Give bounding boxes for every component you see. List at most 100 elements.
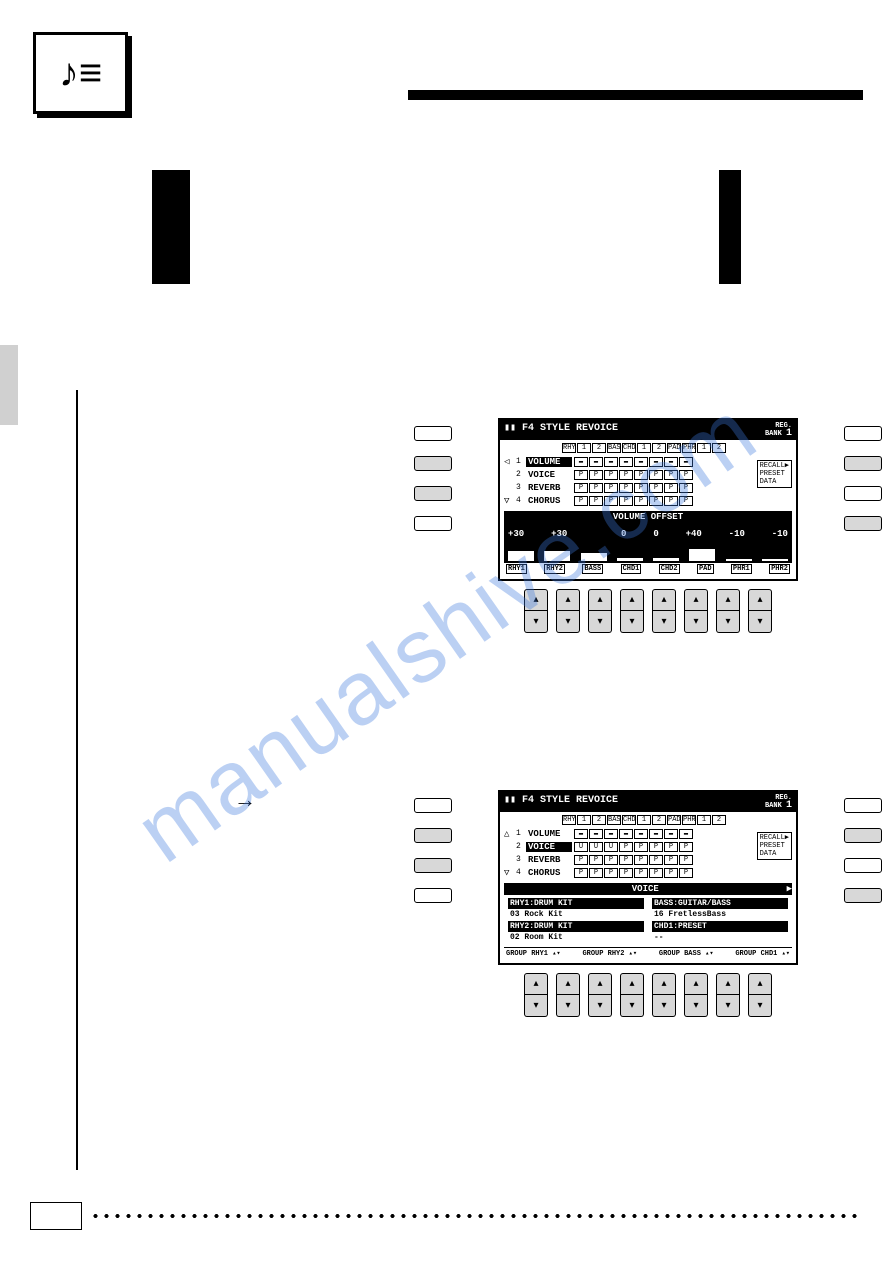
updown-stepper[interactable]: ▴▾ [524,589,548,633]
track-header: RHY12BASCHD12PADPHR12 [562,443,792,453]
soft-button[interactable] [414,516,452,531]
page-side-tab [0,345,18,425]
voice-area: RHY1:DRUM KIT03 Rock Kit BASS:GUITAR/BAS… [504,895,792,947]
section-header: VOICE ▶ [504,883,792,895]
bank-indicator: REG.BANK 1 [765,794,792,810]
down-button[interactable]: ▾ [748,995,772,1017]
param-row-reverb[interactable]: 3 REVERB PPPPPPPP [504,853,792,866]
updown-stepper[interactable]: ▴▾ [556,589,580,633]
flow-arrow-icon: → [234,787,256,813]
down-button[interactable]: ▾ [652,611,676,633]
param-row-reverb[interactable]: 3 REVERB PPPPPPPP [504,481,792,494]
updown-stepper[interactable]: ▴▾ [556,973,580,1017]
section-header: VOLUME OFFSET [504,511,792,523]
down-button[interactable]: ▾ [748,611,772,633]
updown-stepper[interactable]: ▴▾ [524,973,548,1017]
soft-button[interactable] [414,426,452,441]
up-button[interactable]: ▴ [556,589,580,611]
footer-dots [90,1213,863,1219]
soft-button[interactable] [844,486,882,501]
updown-stepper[interactable]: ▴▾ [620,589,644,633]
offset-bars [508,543,788,561]
up-button[interactable]: ▴ [652,589,676,611]
up-button[interactable]: ▴ [524,973,548,995]
up-button[interactable]: ▴ [652,973,676,995]
param-row-voice[interactable]: 2 VOICE PPPPPPPP [504,468,792,481]
soft-button[interactable] [844,828,882,843]
updown-stepper[interactable]: ▴▾ [588,589,612,633]
soft-button[interactable] [414,888,452,903]
updown-stepper[interactable]: ▴▾ [652,973,676,1017]
soft-button[interactable] [844,798,882,813]
param-row-volume[interactable]: △1 VOLUME ▬▬▬▬▬▬▬▬ [504,827,792,840]
updown-stepper[interactable]: ▴▾ [620,973,644,1017]
up-button[interactable]: ▴ [748,973,772,995]
updown-stepper[interactable]: ▴▾ [748,973,772,1017]
updown-stepper[interactable]: ▴▾ [716,973,740,1017]
soft-button[interactable] [844,456,882,471]
down-button[interactable]: ▾ [620,611,644,633]
param-row-chorus[interactable]: ▽4 CHORUS PPPPPPPP [504,494,792,507]
lcd-title-bar: ▮▮ F4 STYLE REVOICE REG.BANK 1 [500,792,796,812]
group-labels: GROUP RHY1 ▴▾GROUP RHY2 ▴▾GROUP BASS ▴▾G… [504,947,792,959]
up-button[interactable]: ▴ [588,973,612,995]
up-button[interactable]: ▴ [620,973,644,995]
up-button[interactable]: ▴ [716,973,740,995]
soft-button[interactable] [844,888,882,903]
up-button[interactable]: ▴ [556,973,580,995]
music-icon: ♪≡ [59,51,102,96]
updown-stepper[interactable]: ▴▾ [684,973,708,1017]
param-row-voice[interactable]: 2 VOICE UUUPPPPP [504,840,792,853]
section-icon: ♪≡ [33,32,128,114]
recall-preset-button[interactable]: RECALL▶PRESETDATA [757,832,792,860]
updown-stepper[interactable]: ▴▾ [684,589,708,633]
updown-stepper[interactable]: ▴▾ [748,589,772,633]
heading-block-left [152,170,190,284]
soft-button[interactable] [844,426,882,441]
heading-block-right [719,170,741,284]
up-button[interactable]: ▴ [748,589,772,611]
param-row-chorus[interactable]: ▽4 CHORUS PPPPPPPP [504,866,792,879]
soft-button[interactable] [844,516,882,531]
soft-button[interactable] [414,456,452,471]
updown-stepper[interactable]: ▴▾ [716,589,740,633]
left-soft-buttons [414,798,452,903]
down-button[interactable]: ▾ [524,611,548,633]
track-header: RHY12BASCHD12PADPHR12 [562,815,792,825]
screen-title: ▮▮ F4 STYLE REVOICE [504,422,618,438]
down-button[interactable]: ▾ [556,995,580,1017]
down-button[interactable]: ▾ [716,995,740,1017]
soft-button[interactable] [414,798,452,813]
lcd-screen-1: ▮▮ F4 STYLE REVOICE REG.BANK 1 RECALL▶PR… [498,418,798,581]
down-button[interactable]: ▾ [588,611,612,633]
track-labels: RHY1RHY2BASSCHD1CHD2PADPHR1PHR2 [504,563,792,575]
updown-stepper[interactable]: ▴▾ [588,973,612,1017]
up-button[interactable]: ▴ [684,973,708,995]
soft-button[interactable] [414,858,452,873]
down-button[interactable]: ▾ [620,995,644,1017]
voice-row: RHY1:DRUM KIT03 Rock Kit BASS:GUITAR/BAS… [508,898,788,920]
up-button[interactable]: ▴ [716,589,740,611]
param-row-volume[interactable]: ◁1 VOLUME ▬▬▬▬▬▬▬▬ [504,455,792,468]
down-button[interactable]: ▾ [684,995,708,1017]
up-button[interactable]: ▴ [620,589,644,611]
voice-row: RHY2:DRUM KIT02 Room Kit CHD1:PRESET-- [508,921,788,943]
soft-button[interactable] [414,828,452,843]
up-button[interactable]: ▴ [524,589,548,611]
updown-stepper[interactable]: ▴▾ [652,589,676,633]
recall-preset-button[interactable]: RECALL▶PRESETDATA [757,460,792,488]
down-button[interactable]: ▾ [652,995,676,1017]
down-button[interactable]: ▾ [524,995,548,1017]
offset-values: +30+3000+40-10-10 [508,529,788,539]
right-soft-buttons [844,426,882,531]
screen-title: ▮▮ F4 STYLE REVOICE [504,794,618,810]
down-button[interactable]: ▾ [588,995,612,1017]
down-button[interactable]: ▾ [556,611,580,633]
soft-button[interactable] [414,486,452,501]
up-button[interactable]: ▴ [684,589,708,611]
down-button[interactable]: ▾ [684,611,708,633]
down-button[interactable]: ▾ [716,611,740,633]
updown-buttons-2: ▴▾ ▴▾ ▴▾ ▴▾ ▴▾ ▴▾ ▴▾ ▴▾ [458,973,838,1017]
up-button[interactable]: ▴ [588,589,612,611]
soft-button[interactable] [844,858,882,873]
